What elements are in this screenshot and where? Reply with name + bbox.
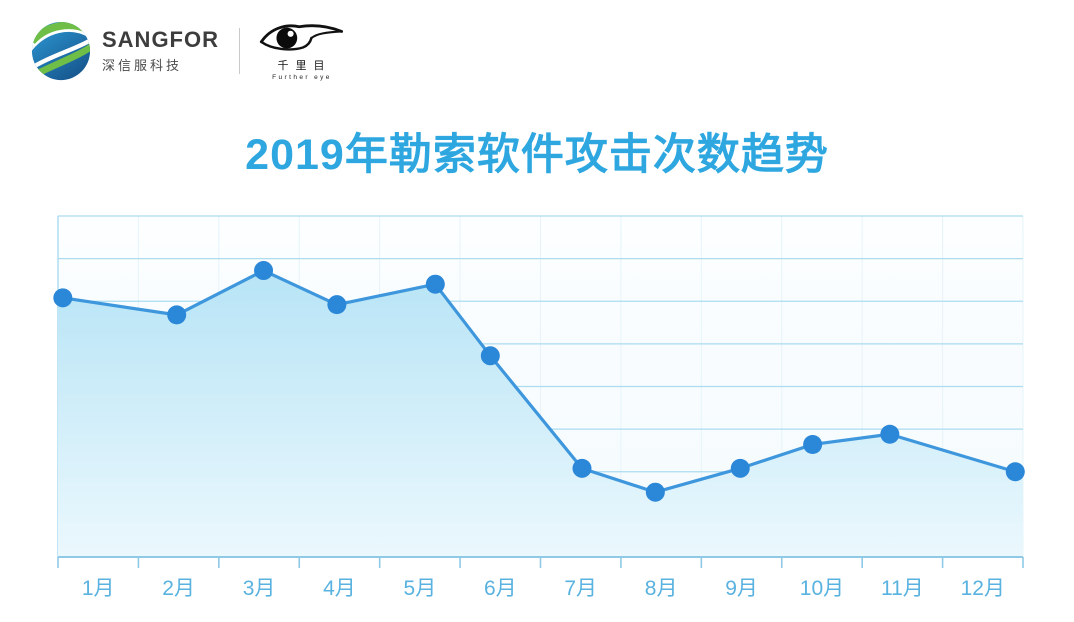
data-point-8月 bbox=[645, 482, 665, 502]
data-point-7月 bbox=[572, 458, 592, 478]
x-axis-labels: 1月 2月 3月 4月 5月 6月 7月 8月 9月 10月 11月 12月 bbox=[82, 577, 1005, 600]
x-axis-label: 10月 bbox=[800, 577, 844, 600]
sangfor-subtitle: 深信服科技 bbox=[102, 57, 183, 73]
x-axis-label: 8月 bbox=[645, 577, 678, 600]
data-point-12月 bbox=[1005, 462, 1025, 482]
fareye-logo: 千里目 Further eye bbox=[258, 22, 344, 81]
x-axis-label: 7月 bbox=[564, 577, 597, 600]
x-axis-label: 3月 bbox=[243, 577, 276, 600]
data-point-6月 bbox=[480, 346, 500, 366]
data-points bbox=[53, 261, 1025, 502]
x-axis-label: 12月 bbox=[961, 577, 1005, 600]
x-axis bbox=[57, 556, 1024, 568]
x-axis-label: 6月 bbox=[484, 577, 517, 600]
x-axis-label: 4月 bbox=[323, 577, 356, 600]
sangfor-wordmark: SANGFOR bbox=[102, 27, 219, 53]
data-point-4月 bbox=[327, 295, 347, 315]
data-point-3月 bbox=[254, 261, 274, 281]
header: SANGFOR 深信服科技 千里目 Further eye bbox=[30, 16, 344, 86]
page-title: 2019年勒索软件攻击次数趋势 bbox=[245, 131, 829, 179]
logo-divider bbox=[239, 28, 240, 74]
data-point-2月 bbox=[167, 305, 187, 325]
data-point-1月 bbox=[53, 288, 73, 308]
fareye-eye-icon bbox=[259, 23, 344, 51]
data-point-5月 bbox=[425, 274, 445, 294]
area-fill-shape bbox=[58, 270, 1023, 557]
x-axis-label: 5月 bbox=[404, 577, 437, 600]
x-axis-label: 2月 bbox=[162, 577, 195, 600]
area-fill bbox=[58, 270, 1023, 557]
fareye-cn-name: 千里目 bbox=[277, 59, 332, 72]
trend-line bbox=[56, 268, 1025, 494]
x-axis-label: 11月 bbox=[881, 577, 924, 600]
x-axis-label: 1月 bbox=[82, 577, 115, 600]
sangfor-logo: SANGFOR 深信服科技 bbox=[30, 20, 219, 82]
trend-line-path bbox=[56, 268, 1025, 494]
x-axis-label: 9月 bbox=[725, 577, 758, 600]
data-point-9月 bbox=[730, 458, 750, 478]
sangfor-globe-icon bbox=[31, 21, 91, 81]
data-point-10月 bbox=[803, 434, 823, 454]
data-point-11月 bbox=[880, 424, 900, 444]
fareye-en-name: Further eye bbox=[272, 73, 332, 81]
